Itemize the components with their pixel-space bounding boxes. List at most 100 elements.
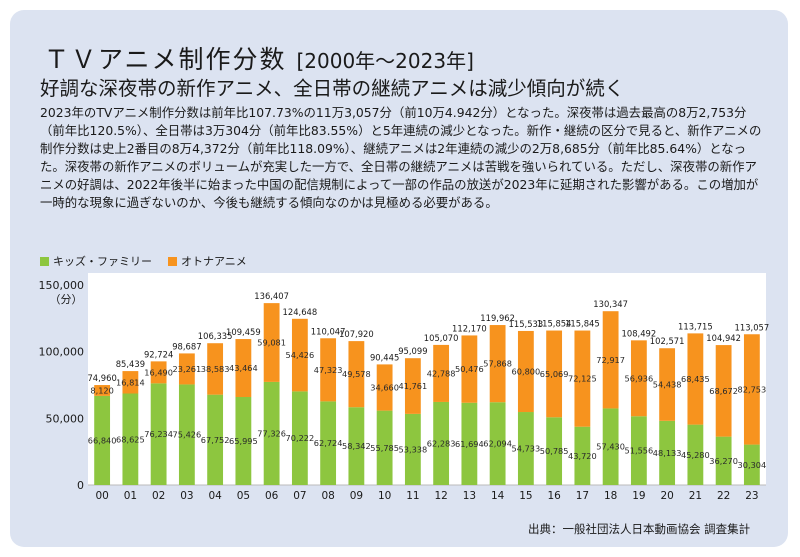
bar-kids: [461, 402, 478, 485]
bar-adult: [235, 339, 252, 398]
x-tick-label: 08: [321, 490, 334, 502]
page-title: ＴＶアニメ制作分数 [2000年～2023年]: [44, 40, 474, 76]
description-text: 2023年のTVアニメ制作分数は前年比107.73%の11万3,057分（前10…: [40, 105, 762, 210]
data-label-total: 109,459: [226, 327, 261, 337]
data-label-total: 136,407: [254, 291, 289, 301]
bar-kids: [687, 424, 704, 485]
data-label-total: 119,962: [480, 313, 515, 323]
x-tick-label: 06: [265, 490, 279, 502]
bar-kids: [348, 407, 365, 485]
bar-kids: [263, 381, 280, 485]
data-label-total: 102,571: [650, 336, 685, 346]
data-label-total: 98,687: [172, 341, 201, 351]
bar-adult: [122, 371, 139, 394]
data-label-total: 107,920: [339, 329, 374, 339]
data-label-adult: 57,868: [483, 359, 512, 369]
data-label-kids: 48,133: [653, 448, 682, 458]
x-tick-label: 04: [208, 490, 222, 502]
data-label-kids: 55,785: [370, 443, 399, 453]
bar-kids: [178, 384, 195, 485]
bar-kids: [715, 436, 732, 485]
x-tick-label: 17: [576, 490, 589, 502]
data-label-adult: 8,120: [90, 385, 113, 395]
bar-kids: [94, 395, 111, 485]
data-label-kids: 77,326: [257, 428, 286, 438]
data-label-total: 115,533: [509, 319, 544, 329]
data-label-kids: 61,694: [455, 439, 484, 449]
x-tick-label: 22: [717, 490, 730, 502]
data-label-kids: 66,840: [88, 435, 117, 445]
data-label-adult: 54,426: [286, 350, 315, 360]
data-label-adult: 41,761: [399, 381, 428, 391]
legend-label-adult: オトナアニメ: [181, 255, 247, 268]
bar-adult: [574, 330, 591, 427]
y-tick-label: 100,000: [39, 346, 85, 359]
data-label-adult: 65,069: [540, 369, 569, 379]
data-label-total: 108,492: [622, 328, 657, 338]
x-tick-label: 20: [660, 490, 673, 502]
data-label-total: 105,070: [424, 333, 459, 343]
bar-adult: [517, 330, 534, 413]
data-label-kids: 54,733: [512, 444, 541, 454]
data-label-adult: 82,753: [738, 384, 767, 394]
bar-adult: [546, 330, 563, 418]
bar-kids: [602, 408, 619, 485]
bar-adult: [461, 335, 478, 403]
bar-kids: [291, 391, 308, 485]
data-label-kids: 50,785: [540, 446, 569, 456]
x-tick-label: 18: [604, 490, 617, 502]
data-label-total: 106,335: [198, 331, 233, 341]
data-label-total: 124,648: [283, 307, 318, 317]
bar-kids: [546, 417, 563, 485]
bar-adult: [291, 318, 308, 392]
y-axis-unit: （分）: [50, 293, 83, 306]
x-tick-label: 09: [350, 490, 363, 502]
data-label-total: 112,170: [452, 323, 487, 333]
x-tick-label: 21: [689, 490, 702, 502]
bar-kids: [630, 416, 647, 485]
bar-kids: [659, 420, 676, 485]
data-label-kids: 30,304: [738, 460, 767, 470]
x-tick-label: 05: [237, 490, 250, 502]
bar-adult: [743, 334, 760, 445]
bar-adult: [687, 333, 704, 425]
x-tick-label: 00: [95, 490, 108, 502]
bar-adult: [94, 385, 111, 396]
y-tick-label: 150,000: [39, 279, 85, 292]
data-label-adult: 23,261: [173, 364, 202, 374]
bar-kids: [150, 383, 167, 485]
data-label-adult: 72,125: [568, 374, 597, 384]
data-label-total: 115,845: [565, 319, 600, 329]
bar-adult: [602, 311, 619, 409]
data-label-total: 104,942: [706, 333, 741, 343]
x-tick-label: 13: [463, 490, 476, 502]
bar-adult: [376, 364, 393, 411]
bar-adult: [404, 358, 421, 414]
bar-adult: [489, 325, 506, 403]
data-label-adult: 49,578: [342, 369, 371, 379]
chart-legend: キッズ・ファミリー オトナアニメ: [40, 253, 257, 269]
data-label-adult: 42,788: [427, 368, 456, 378]
bar-kids: [517, 412, 534, 485]
bar-kids: [122, 393, 139, 485]
data-label-total: 92,724: [144, 349, 173, 359]
data-label-total: 74,960: [87, 373, 116, 383]
bar-adult: [659, 348, 676, 421]
x-tick-label: 03: [180, 490, 193, 502]
bar-kids: [489, 402, 506, 485]
bar-adult: [178, 353, 195, 385]
x-tick-label: 16: [547, 490, 561, 502]
bar-adult: [207, 343, 224, 395]
data-label-total: 113,715: [678, 321, 713, 331]
data-label-kids: 75,426: [173, 430, 202, 440]
data-label-adult: 59,081: [257, 338, 286, 348]
legend-label-kids: キッズ・ファミリー: [53, 255, 152, 268]
bar-adult: [715, 345, 732, 437]
data-label-kids: 43,720: [568, 451, 597, 461]
bar-kids: [320, 401, 337, 485]
plot-area: [88, 273, 766, 485]
legend-swatch-adult: [168, 256, 177, 266]
data-label-kids: 36,270: [709, 456, 738, 466]
data-label-kids: 57,430: [596, 442, 625, 452]
